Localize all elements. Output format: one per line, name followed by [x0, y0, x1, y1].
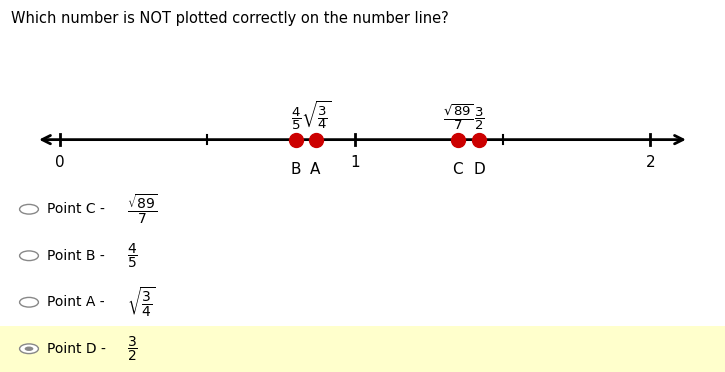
Point — [310, 137, 321, 142]
Text: Point A -: Point A - — [47, 295, 109, 309]
Text: $\sqrt{\dfrac{3}{4}}$: $\sqrt{\dfrac{3}{4}}$ — [127, 285, 156, 319]
Text: $\sqrt{\dfrac{3}{4}}$: $\sqrt{\dfrac{3}{4}}$ — [301, 100, 331, 132]
Text: $\dfrac{\sqrt{89}}{7}$: $\dfrac{\sqrt{89}}{7}$ — [127, 193, 158, 226]
Text: $\dfrac{4}{5}$: $\dfrac{4}{5}$ — [291, 106, 302, 132]
Text: B: B — [291, 162, 302, 177]
Text: C: C — [452, 162, 463, 177]
Text: A: A — [310, 162, 320, 177]
Text: Which number is NOT plotted correctly on the number line?: Which number is NOT plotted correctly on… — [11, 11, 449, 26]
Text: D: D — [473, 162, 485, 177]
Text: Point D -: Point D - — [47, 342, 110, 356]
Point — [452, 137, 464, 142]
Point — [290, 137, 302, 142]
Text: 2: 2 — [645, 155, 655, 170]
Text: Point C -: Point C - — [47, 202, 109, 216]
Point — [473, 137, 485, 142]
Text: $\dfrac{4}{5}$: $\dfrac{4}{5}$ — [127, 241, 138, 270]
Text: $\dfrac{3}{2}$: $\dfrac{3}{2}$ — [474, 106, 484, 132]
Text: 0: 0 — [55, 155, 65, 170]
Text: 1: 1 — [350, 155, 360, 170]
Text: Point B -: Point B - — [47, 249, 109, 263]
Text: $\dfrac{\sqrt{89}}{7}$: $\dfrac{\sqrt{89}}{7}$ — [442, 102, 473, 132]
Text: $\dfrac{3}{2}$: $\dfrac{3}{2}$ — [127, 334, 138, 363]
